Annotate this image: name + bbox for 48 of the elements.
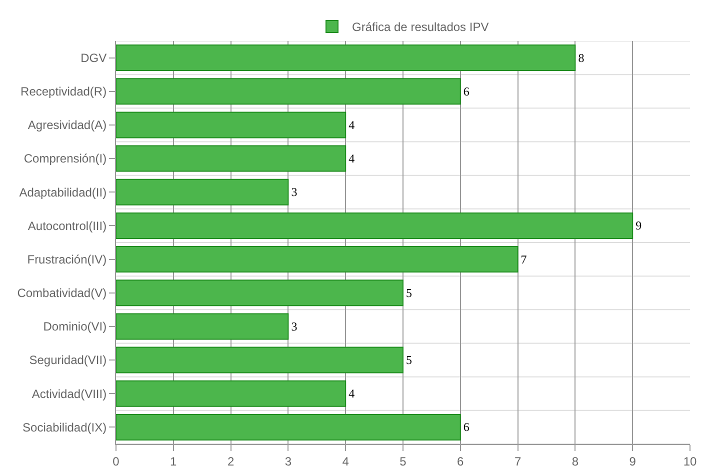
bar bbox=[116, 313, 289, 340]
data-label: 6 bbox=[463, 84, 470, 98]
bar bbox=[116, 145, 346, 172]
x-tick-label: 6 bbox=[457, 454, 464, 468]
data-label: 6 bbox=[463, 420, 470, 434]
x-tick-label: 5 bbox=[400, 454, 407, 468]
y-tick-label: Seguridad(VII) bbox=[29, 353, 107, 368]
y-tick-label: Dominio(VI) bbox=[43, 320, 107, 334]
data-label: 9 bbox=[636, 218, 642, 233]
x-tick-label: 4 bbox=[342, 454, 350, 468]
y-tick-label: Agresividad(A) bbox=[28, 118, 107, 132]
y-tick-label: Receptividad(R) bbox=[20, 84, 107, 99]
bar bbox=[116, 78, 461, 105]
data-label: 4 bbox=[348, 386, 355, 401]
x-tick-label: 8 bbox=[572, 454, 579, 468]
y-tick-label: Frustración(IV) bbox=[27, 252, 107, 266]
y-tick-label: Sociabilidad(IX) bbox=[22, 420, 107, 434]
data-label: 4 bbox=[348, 152, 355, 166]
data-label: 5 bbox=[406, 353, 412, 368]
bar bbox=[116, 280, 404, 306]
y-tick-label: Actividad(VIII) bbox=[32, 386, 107, 401]
bar bbox=[116, 246, 518, 273]
bar bbox=[116, 112, 346, 138]
bar bbox=[116, 346, 404, 374]
x-tick-label: 10 bbox=[683, 454, 697, 468]
data-label: 5 bbox=[406, 286, 412, 300]
y-tick-label: Comprensión(I) bbox=[24, 152, 107, 166]
data-label: 3 bbox=[291, 185, 298, 200]
bar bbox=[116, 380, 346, 407]
x-tick-label: 0 bbox=[112, 454, 120, 468]
x-tick-label: 3 bbox=[284, 454, 292, 468]
y-tick-label: Adaptabilidad(II) bbox=[19, 185, 107, 200]
x-tick-label: 2 bbox=[227, 454, 234, 468]
y-tick-label: Autocontrol(III) bbox=[28, 218, 107, 233]
data-label: 4 bbox=[348, 118, 355, 132]
bar bbox=[116, 414, 461, 440]
x-tick-label: 1 bbox=[170, 454, 178, 468]
y-tick-label: Combatividad(V) bbox=[17, 286, 107, 300]
bar bbox=[116, 178, 289, 206]
legend-label: Gráfica de resultados IPV bbox=[352, 20, 489, 34]
data-label: 7 bbox=[520, 252, 527, 266]
x-tick-label: 9 bbox=[629, 454, 636, 468]
data-label: 3 bbox=[291, 319, 298, 334]
x-tick-label: 7 bbox=[514, 454, 522, 468]
bar bbox=[116, 212, 634, 239]
y-tick-label: DGV bbox=[80, 50, 107, 65]
data-label: 8 bbox=[578, 50, 584, 65]
bar bbox=[116, 44, 576, 72]
